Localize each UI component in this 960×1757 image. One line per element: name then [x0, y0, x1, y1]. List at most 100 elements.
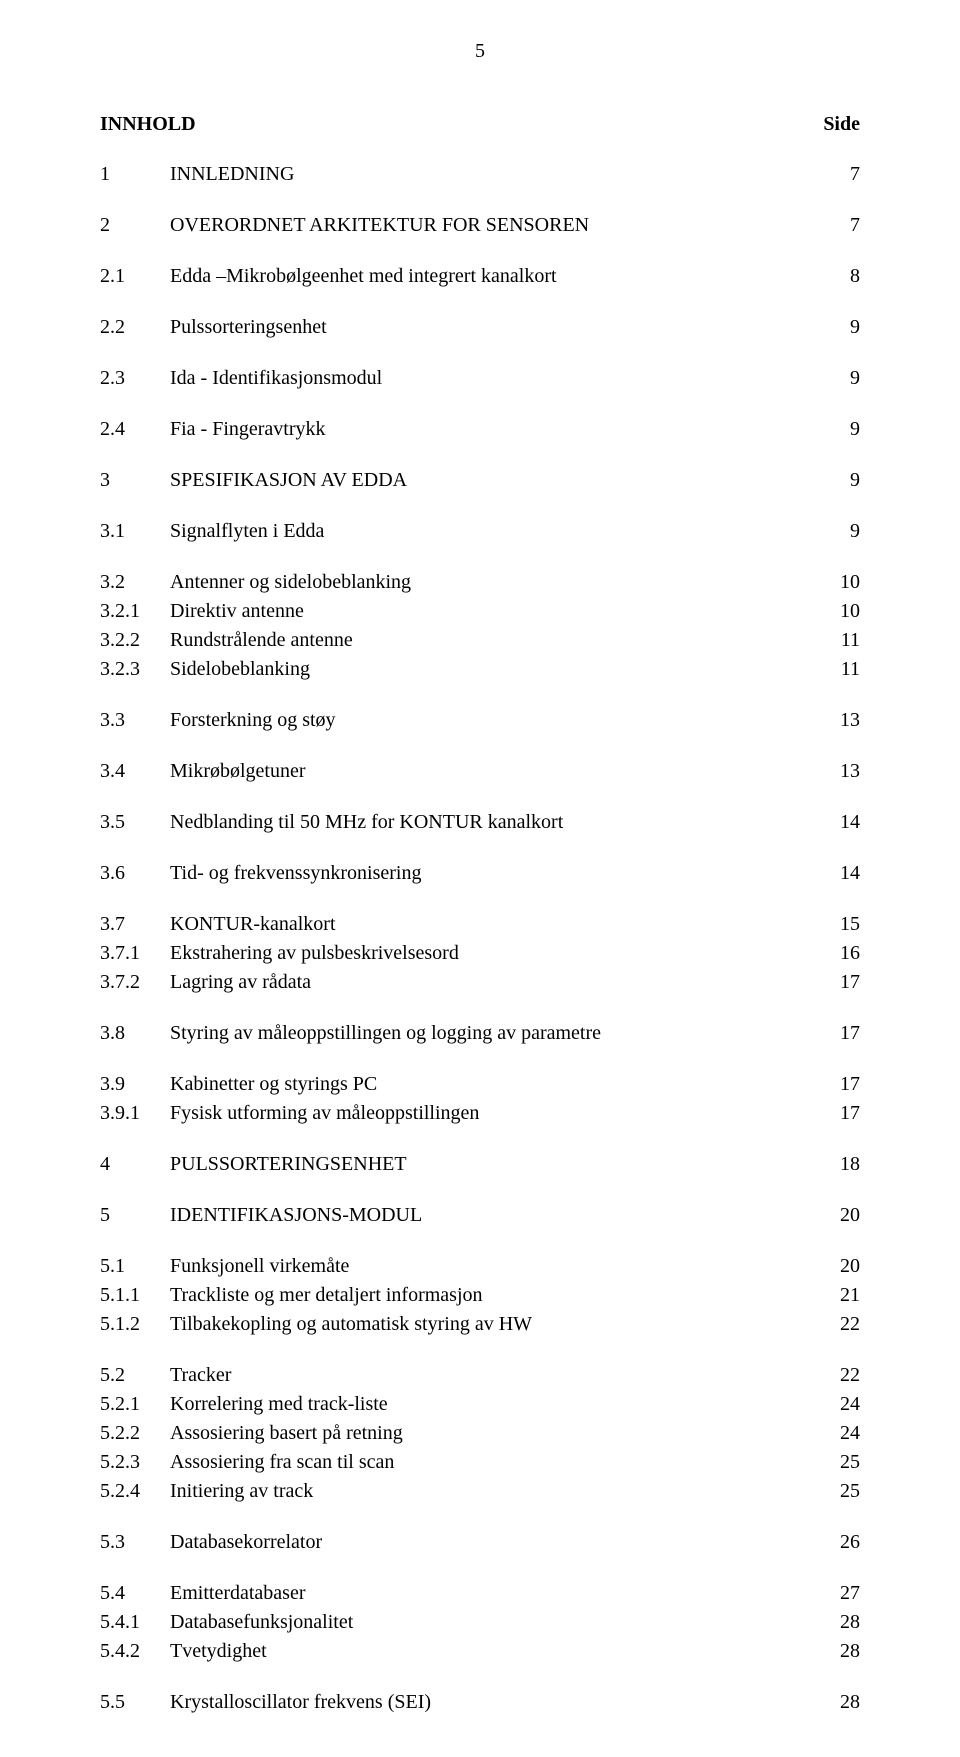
toc-page: 24	[820, 1419, 860, 1448]
toc-row: 5.2.4 Initiering av track 25	[100, 1477, 860, 1506]
toc-row: 5.1 Funksjonell virkemåte 20	[100, 1252, 860, 1281]
toc-page: 25	[820, 1448, 860, 1477]
toc-text: INNLEDNING	[170, 160, 820, 189]
toc-number: 3.4	[100, 757, 170, 786]
toc-text: Initiering av track	[170, 1477, 820, 1506]
toc-page: 9	[820, 364, 860, 393]
toc-text: Nedblanding til 50 MHz for KONTUR kanalk…	[170, 808, 820, 837]
toc-row: 5.3 Databasekorrelator 26	[100, 1528, 860, 1557]
side-label: Side	[823, 113, 860, 136]
toc-text: Lagring av rådata	[170, 968, 820, 997]
toc-row: 3.2.2 Rundstrålende antenne 11	[100, 626, 860, 655]
toc-row: 3.9 Kabinetter og styrings PC 17	[100, 1070, 860, 1099]
toc-page: 11	[820, 655, 860, 684]
toc-number: 5	[100, 1201, 170, 1230]
toc-page: 9	[820, 466, 860, 495]
toc-page: 17	[820, 1070, 860, 1099]
toc-row: 3.7 KONTUR-kanalkort 15	[100, 910, 860, 939]
toc-row: 3.2.1 Direktiv antenne 10	[100, 597, 860, 626]
toc-text: Pulssorteringsenhet	[170, 313, 820, 342]
toc-page: 14	[820, 808, 860, 837]
toc-page: 9	[820, 313, 860, 342]
toc-row: 3.7.2 Lagring av rådata 17	[100, 968, 860, 997]
toc-row: 3.7.1 Ekstrahering av pulsbeskrivelsesor…	[100, 939, 860, 968]
toc-text: Tilbakekopling og automatisk styring av …	[170, 1310, 820, 1339]
toc-text: Fysisk utforming av måleoppstillingen	[170, 1099, 820, 1128]
toc-page: 28	[820, 1608, 860, 1637]
toc-text: Funksjonell virkemåte	[170, 1252, 820, 1281]
toc-number: 5.2.1	[100, 1390, 170, 1419]
toc-row: 2.3 Ida - Identifikasjonsmodul 9	[100, 364, 860, 393]
toc-page: 22	[820, 1361, 860, 1390]
toc-number: 5.5	[100, 1688, 170, 1717]
toc-text: Krystalloscillator frekvens (SEI)	[170, 1688, 820, 1717]
toc-text: Signalflyten i Edda	[170, 517, 820, 546]
page: 5 INNHOLD Side 1 INNLEDNING 7 2 OVERORDN…	[0, 0, 960, 1757]
toc-row: 3.2 Antenner og sidelobeblanking 10	[100, 568, 860, 597]
toc-page: 17	[820, 1099, 860, 1128]
toc-text: Databasekorrelator	[170, 1528, 820, 1557]
toc-row: 5.1.1 Trackliste og mer detaljert inform…	[100, 1281, 860, 1310]
toc-text: Direktiv antenne	[170, 597, 820, 626]
toc-page: 24	[820, 1390, 860, 1419]
toc-row: 5.2 Tracker 22	[100, 1361, 860, 1390]
toc-number: 2.2	[100, 313, 170, 342]
toc-text: Tid- og frekvenssynkronisering	[170, 859, 820, 888]
toc-page: 9	[820, 517, 860, 546]
toc-number: 5.2	[100, 1361, 170, 1390]
toc-number: 5.4	[100, 1579, 170, 1608]
toc-page: 7	[820, 211, 860, 240]
toc-row: 3.5 Nedblanding til 50 MHz for KONTUR ka…	[100, 808, 860, 837]
toc-page: 8	[820, 262, 860, 291]
toc-number: 3.8	[100, 1019, 170, 1048]
toc-text: Trackliste og mer detaljert informasjon	[170, 1281, 820, 1310]
toc-text: Ekstrahering av pulsbeskrivelsesord	[170, 939, 820, 968]
toc-row: 5 IDENTIFIKASJONS-MODUL 20	[100, 1201, 860, 1230]
toc-page: 15	[820, 910, 860, 939]
toc-text: Mikrøbølgetuner	[170, 757, 820, 786]
toc-row: 5.5 Krystalloscillator frekvens (SEI) 28	[100, 1688, 860, 1717]
toc-number: 5.1.2	[100, 1310, 170, 1339]
toc-page: 26	[820, 1528, 860, 1557]
toc-row: 3.1 Signalflyten i Edda 9	[100, 517, 860, 546]
toc-number: 3.2.2	[100, 626, 170, 655]
toc-page: 13	[820, 706, 860, 735]
toc-row: 5.4.1 Databasefunksjonalitet 28	[100, 1608, 860, 1637]
toc-number: 4	[100, 1150, 170, 1179]
toc-number: 2.4	[100, 415, 170, 444]
toc-row: 5.4.2 Tvetydighet 28	[100, 1637, 860, 1666]
toc-number: 3.2	[100, 568, 170, 597]
toc-row: 5.4 Emitterdatabaser 27	[100, 1579, 860, 1608]
toc-number: 5.4.1	[100, 1608, 170, 1637]
toc-number: 5.2.4	[100, 1477, 170, 1506]
toc-row: 5.1.2 Tilbakekopling og automatisk styri…	[100, 1310, 860, 1339]
toc-page: 13	[820, 757, 860, 786]
toc-page: 7	[820, 160, 860, 189]
toc-page: 18	[820, 1150, 860, 1179]
toc-page: 17	[820, 1019, 860, 1048]
toc-text: Assosiering basert på retning	[170, 1419, 820, 1448]
toc-text: Styring av måleoppstillingen og logging …	[170, 1019, 820, 1048]
toc-page: 9	[820, 415, 860, 444]
toc-number: 3.2.3	[100, 655, 170, 684]
toc-row: 3.8 Styring av måleoppstillingen og logg…	[100, 1019, 860, 1048]
toc-number: 5.1	[100, 1252, 170, 1281]
toc-text: Ida - Identifikasjonsmodul	[170, 364, 820, 393]
toc-row: 3 SPESIFIKASJON AV EDDA 9	[100, 466, 860, 495]
toc-number: 3.7.1	[100, 939, 170, 968]
toc-number: 3.6	[100, 859, 170, 888]
toc-row: 3.6 Tid- og frekvenssynkronisering 14	[100, 859, 860, 888]
toc-text: Tvetydighet	[170, 1637, 820, 1666]
toc-text: Edda –Mikrobølgeenhet med integrert kana…	[170, 262, 820, 291]
toc-text: OVERORDNET ARKITEKTUR FOR SENSOREN	[170, 211, 820, 240]
toc-number: 3	[100, 466, 170, 495]
toc-row: 3.4 Mikrøbølgetuner 13	[100, 757, 860, 786]
toc-row: 2 OVERORDNET ARKITEKTUR FOR SENSOREN 7	[100, 211, 860, 240]
toc-row: 1 INNLEDNING 7	[100, 160, 860, 189]
toc-text: KONTUR-kanalkort	[170, 910, 820, 939]
toc-number: 3.9.1	[100, 1099, 170, 1128]
toc-page: 10	[820, 568, 860, 597]
page-number: 5	[100, 40, 860, 63]
toc-row: 5.2.1 Korrelering med track-liste 24	[100, 1390, 860, 1419]
toc-number: 3.9	[100, 1070, 170, 1099]
